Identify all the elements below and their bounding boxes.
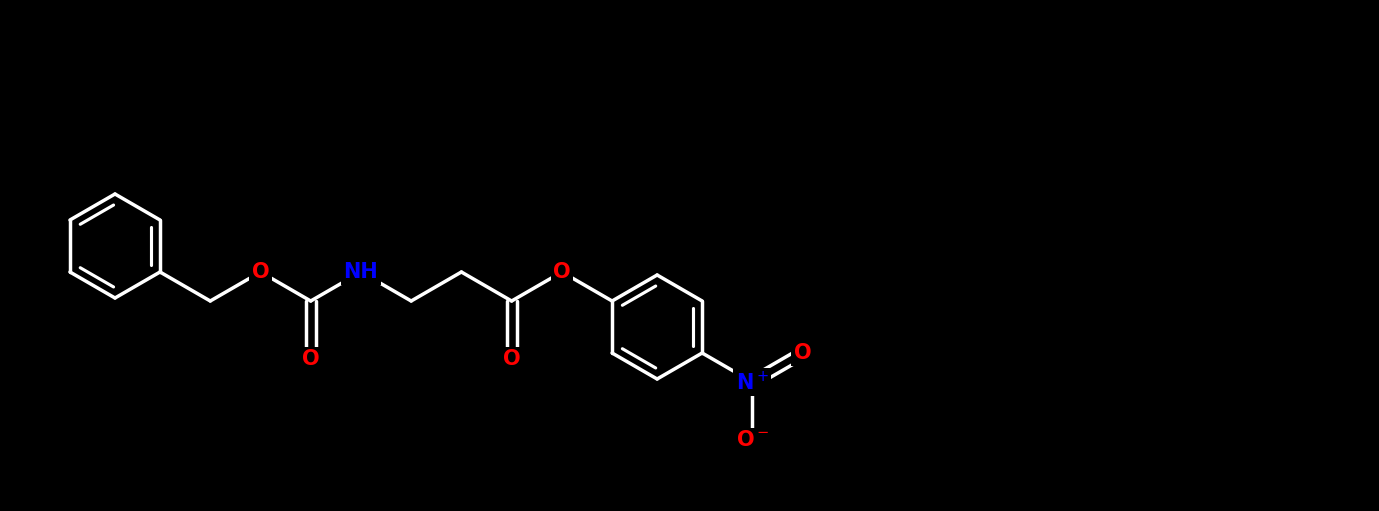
Text: O$^-$: O$^-$	[735, 430, 769, 450]
Text: O: O	[302, 349, 320, 369]
Text: O: O	[794, 343, 811, 363]
Text: N$^+$: N$^+$	[736, 370, 769, 393]
Text: O: O	[553, 262, 571, 282]
Text: O: O	[252, 262, 269, 282]
Text: NH: NH	[343, 262, 378, 282]
Text: O: O	[503, 349, 520, 369]
